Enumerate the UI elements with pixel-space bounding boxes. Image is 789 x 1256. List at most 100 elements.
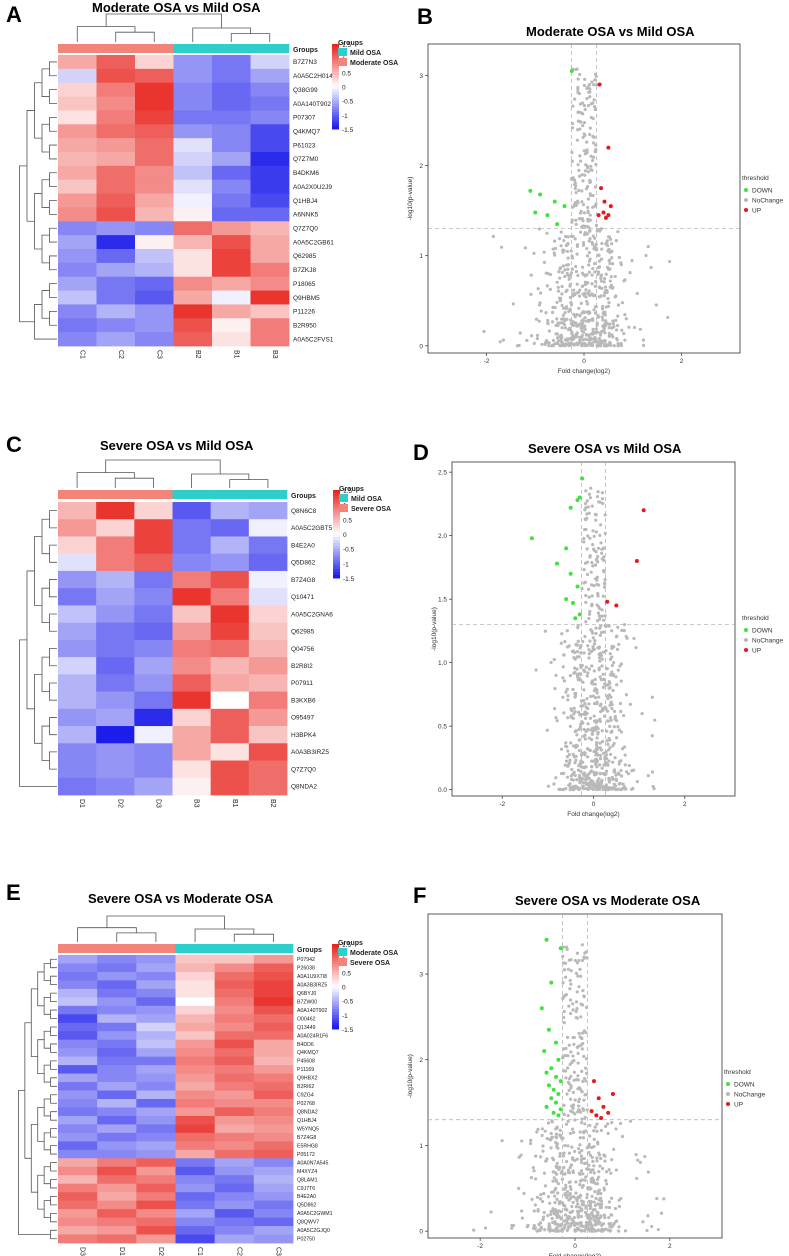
nochange-point — [607, 759, 611, 763]
nochange-point — [571, 1090, 575, 1095]
nochange-point — [587, 263, 591, 267]
nochange-point — [644, 253, 648, 258]
nochange-point — [566, 749, 570, 753]
nochange-point — [581, 338, 585, 342]
heatmap-cell — [248, 777, 288, 796]
nochange-point — [566, 1080, 571, 1084]
nochange-point — [610, 256, 614, 260]
nochange-point — [543, 1184, 548, 1188]
nochange-point — [501, 338, 505, 342]
heatmap-cell — [58, 519, 97, 537]
nochange-point — [603, 614, 607, 618]
heatmap-cell — [134, 708, 173, 727]
nochange-point — [621, 782, 625, 786]
nochange-point — [585, 572, 590, 577]
row-label: B7Z7N3 — [293, 59, 317, 66]
nochange-point — [603, 331, 607, 335]
nochange-point — [578, 230, 583, 234]
heatmap-cell — [96, 318, 136, 333]
heatmap-cell — [58, 760, 97, 779]
nochange-point — [619, 1196, 623, 1201]
nochange-point — [557, 1214, 561, 1219]
row-label: A0A5C2H014 — [293, 73, 333, 80]
colorbar-segment — [333, 531, 340, 535]
nochange-point — [583, 77, 587, 81]
nochange-point — [566, 235, 570, 239]
heatmap-cell — [212, 165, 251, 181]
heatmap-cell — [172, 519, 212, 537]
nochange-point — [592, 701, 597, 706]
nochange-point — [560, 632, 564, 636]
nochange-point — [582, 1076, 587, 1081]
nochange-point — [546, 1121, 551, 1125]
nochange-point — [578, 313, 582, 317]
colorbar-segment — [332, 52, 339, 56]
nochange-point — [554, 776, 558, 780]
nochange-point — [611, 319, 615, 323]
nochange-point — [576, 639, 580, 644]
heatmap-cell — [250, 165, 290, 181]
nochange-point — [587, 1163, 591, 1167]
nochange-point — [604, 666, 609, 671]
nochange-point — [620, 1134, 625, 1139]
colorbar-segment — [332, 95, 339, 99]
nochange-point — [562, 306, 566, 310]
nochange-point — [628, 271, 632, 275]
nochange-point — [568, 1192, 572, 1196]
heatmap-cell — [96, 622, 135, 641]
nochange-point — [556, 339, 560, 343]
heatmap-cell — [58, 777, 97, 796]
nochange-point — [565, 1217, 569, 1222]
nochange-point — [565, 1228, 569, 1233]
nochange-point — [550, 1135, 554, 1139]
nochange-point — [577, 727, 581, 731]
heatmap-cell — [134, 553, 173, 572]
nochange-point — [587, 648, 591, 652]
colorbar-tick-label: -0.5 — [342, 99, 354, 106]
nochange-point — [567, 1180, 571, 1185]
nochange-point — [592, 155, 596, 159]
nochange-point — [576, 974, 580, 978]
nochange-point — [543, 629, 547, 633]
nochange-point — [596, 546, 601, 550]
nochange-point — [593, 270, 597, 274]
nochange-point — [559, 343, 563, 347]
nochange-point — [588, 1134, 592, 1138]
nochange-point — [635, 291, 639, 296]
nochange-point — [593, 185, 598, 189]
nochange-point — [594, 162, 598, 167]
up-point — [608, 204, 613, 209]
nochange-point — [582, 1054, 586, 1059]
nochange-point — [612, 661, 616, 665]
nochange-point — [571, 323, 576, 327]
heatmap-cell — [58, 138, 97, 153]
heatmap-cell — [210, 777, 250, 796]
heatmap-cell — [173, 124, 213, 139]
nochange-point — [594, 1196, 598, 1200]
nochange-point — [610, 326, 614, 330]
nochange-point — [585, 1196, 589, 1200]
nochange-point — [567, 1077, 572, 1081]
nochange-point — [520, 1216, 524, 1220]
nochange-point — [546, 1213, 550, 1218]
nochange-point — [603, 1154, 607, 1158]
nochange-point — [602, 328, 606, 332]
nochange-point — [582, 688, 586, 692]
nochange-point — [566, 267, 570, 271]
heatmap-cell — [134, 777, 173, 796]
nochange-point — [594, 772, 598, 777]
down-point — [549, 980, 554, 985]
nochange-point — [539, 309, 543, 313]
nochange-point — [540, 342, 544, 347]
nochange-point — [562, 1021, 566, 1025]
column-label: B2 — [269, 799, 276, 808]
heatmap-cell — [248, 708, 288, 727]
nochange-point — [577, 958, 581, 963]
nochange-point — [558, 296, 563, 301]
nochange-point — [570, 1145, 574, 1149]
panel-f-title: Severe OSA vs Moderate OSA — [515, 893, 701, 908]
nochange-point — [571, 104, 575, 108]
nochange-point — [623, 278, 627, 282]
row-label: Q7Z7M0 — [293, 156, 319, 163]
heatmap-cell — [210, 760, 250, 779]
